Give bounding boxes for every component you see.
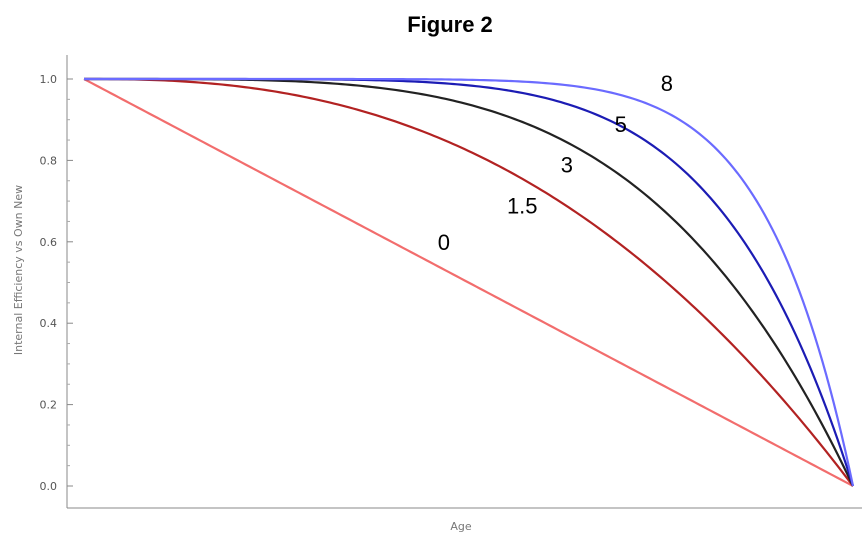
y-tick-label: 0.6: [40, 236, 58, 249]
series-line-0: [83, 78, 854, 487]
chart-title: Figure 2: [407, 12, 493, 37]
series-line-1-5: [84, 77, 854, 487]
curve-label-3: 3: [561, 153, 573, 178]
series-line-8: [84, 77, 855, 487]
curve-label-1-5: 1.5: [507, 193, 538, 218]
curve-label-5: 5: [615, 112, 627, 137]
y-tick-label: 0.4: [40, 317, 58, 330]
axes: 0.0 0.2 0.4 0.6 0.8 1.0: [40, 55, 862, 509]
y-tick-label: 0.8: [40, 154, 58, 167]
curves: [83, 77, 855, 487]
y-tick-label: 1.0: [40, 73, 58, 86]
y-tick-label: 0.0: [40, 480, 58, 493]
y-axis-title: Internal Efficiency vs Own New: [12, 185, 25, 355]
curve-label-8: 8: [661, 71, 673, 96]
x-axis-title: Age: [450, 520, 472, 533]
y-tick-label: 0.2: [40, 399, 58, 412]
curve-labels: 0 1.5 3 5 8: [438, 71, 673, 255]
y-ticks: 0.0 0.2 0.4 0.6 0.8 1.0: [40, 73, 73, 493]
curve-label-0: 0: [438, 230, 450, 255]
